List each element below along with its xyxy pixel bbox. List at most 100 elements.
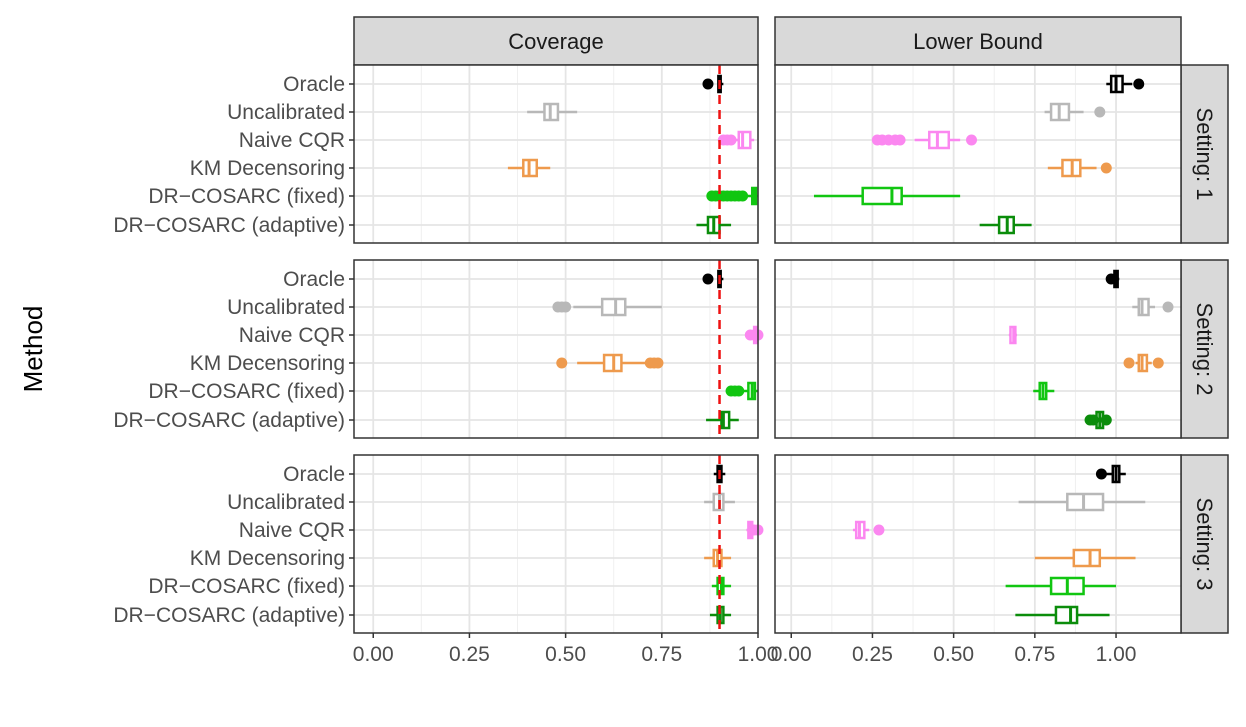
row-strip-1: [1180, 259, 1229, 439]
panel-background: [354, 455, 758, 633]
boxplot-0: [1106, 74, 1145, 94]
row-strip-label: Setting: 3: [1192, 498, 1217, 591]
boxplot-0: [1095, 464, 1126, 484]
panel-background: [775, 65, 1181, 243]
method-label: Uncalibrated: [227, 101, 345, 124]
outlier-point: [1133, 78, 1145, 90]
boxplot-3: [507, 158, 551, 178]
boxplot-2: [1008, 325, 1017, 345]
method-label: DR−COSARC (fixed): [148, 185, 345, 208]
x-tick-label: 0.50: [933, 643, 974, 666]
method-label: Oracle: [283, 463, 345, 486]
outlier-point: [894, 134, 906, 146]
method-label: Uncalibrated: [227, 296, 345, 319]
panel-1-0: [353, 259, 764, 439]
method-label: Oracle: [283, 73, 345, 96]
boxplot-3: [556, 353, 664, 373]
outlier-point: [1162, 301, 1174, 313]
box: [861, 186, 903, 206]
outlier-point: [702, 273, 714, 285]
boxplot-3: [1123, 353, 1164, 373]
x-tick-label: 0.75: [1014, 643, 1055, 666]
boxplot-2: [871, 130, 978, 150]
panel-border: [353, 259, 759, 439]
panel-border: [353, 454, 759, 634]
outlier-point: [702, 78, 714, 90]
x-tick-label: 1.00: [738, 643, 779, 666]
panel-2-1: [774, 454, 1182, 634]
column-strip-label: Coverage: [508, 29, 603, 54]
x-tick-label: 0.75: [641, 643, 682, 666]
boxplot-5: [696, 215, 732, 235]
method-label: DR−COSARC (fixed): [148, 380, 345, 403]
boxplot-1: [1044, 102, 1106, 122]
outlier-point: [1123, 357, 1135, 369]
boxplot-4: [706, 186, 758, 206]
x-tick-label: 1.00: [1096, 643, 1137, 666]
outlier-point: [560, 301, 572, 313]
panel-border: [774, 454, 1182, 634]
outlier-point: [652, 357, 664, 369]
boxplot-1: [1132, 297, 1174, 317]
outlier-point: [1100, 162, 1112, 174]
boxplot-4: [813, 186, 961, 206]
outlier-point: [733, 385, 745, 397]
boxplot-3: [704, 548, 732, 568]
x-tick-label: 0.25: [852, 643, 893, 666]
outlier-point: [1152, 357, 1164, 369]
boxplot-4: [1033, 381, 1055, 401]
method-label: Oracle: [283, 268, 345, 291]
boxplot-4: [1005, 576, 1117, 596]
box: [928, 130, 951, 150]
box: [1072, 548, 1102, 568]
method-label: DR−COSARC (adaptive): [113, 214, 345, 237]
box: [737, 130, 752, 150]
panel-background: [775, 455, 1181, 633]
panel-0-0: [353, 64, 759, 244]
box: [1054, 605, 1079, 625]
boxplot-4: [725, 381, 758, 401]
outlier-point: [873, 524, 885, 536]
outlier-point: [1100, 414, 1112, 426]
method-label: DR−COSARC (adaptive): [113, 409, 345, 432]
row-strip-label: Setting: 1: [1192, 108, 1217, 201]
outlier-point: [1087, 414, 1099, 426]
boxplot-5: [1084, 410, 1112, 430]
method-label: Naive CQR: [239, 324, 345, 347]
method-label: KM Decensoring: [190, 352, 345, 375]
panel-1-1: [774, 259, 1182, 439]
boxplot-5: [979, 215, 1032, 235]
box: [600, 297, 627, 317]
column-strip-label: Lower Bound: [913, 29, 1043, 54]
row-strip-0: [1180, 64, 1229, 244]
outlier-point: [966, 134, 978, 146]
method-label: Naive CQR: [239, 519, 345, 542]
panel-border: [774, 259, 1182, 439]
outlier-point: [725, 134, 737, 146]
boxplot-2: [852, 520, 885, 540]
method-label: DR−COSARC (fixed): [148, 575, 345, 598]
panel-0-1: [774, 64, 1182, 244]
outlier-point: [1095, 468, 1107, 480]
panel-background: [354, 260, 758, 438]
outlier-point: [1105, 273, 1117, 285]
method-label: Uncalibrated: [227, 491, 345, 514]
boxplot-3: [1047, 158, 1112, 178]
boxplot-5: [1015, 605, 1110, 625]
panel-background: [354, 65, 758, 243]
boxplot-1: [527, 102, 578, 122]
method-label: DR−COSARC (adaptive): [113, 604, 345, 627]
row-strip-2: [1180, 454, 1229, 634]
panel-2-0: [353, 454, 764, 634]
x-tick-label: 0.25: [449, 643, 490, 666]
column-strip-0: [353, 16, 759, 66]
panel-border: [774, 64, 1182, 244]
boxplot-2: [717, 130, 755, 150]
boxplot-1: [552, 297, 662, 317]
method-label: KM Decensoring: [190, 157, 345, 180]
row-strip-label: Setting: 2: [1192, 303, 1217, 396]
outlier-point: [1094, 106, 1106, 118]
outlier-point: [737, 190, 749, 202]
boxplot-0: [1105, 269, 1120, 289]
